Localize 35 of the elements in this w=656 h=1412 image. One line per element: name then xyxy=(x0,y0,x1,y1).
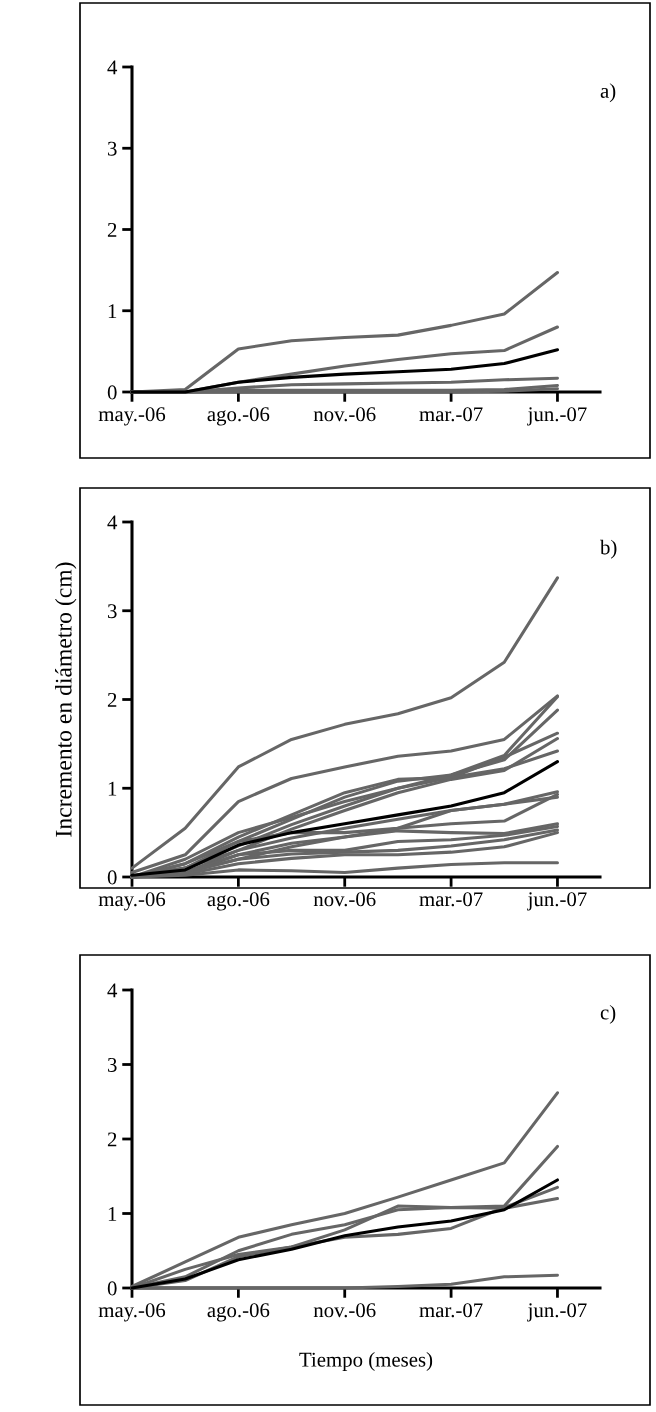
y-tick-label: 2 xyxy=(107,222,117,237)
y-tick-label: 2 xyxy=(107,692,117,707)
y-tick-label: 2 xyxy=(107,1132,117,1147)
x-tick-label: may.-06 xyxy=(98,892,166,911)
text: a) xyxy=(600,83,616,103)
y-tick-label: 4 xyxy=(107,60,118,75)
x-tick-label: mar.-07 xyxy=(419,1303,483,1318)
y-tick-label: 0 xyxy=(107,385,117,400)
y-tick-label: 3 xyxy=(108,1057,117,1072)
x-tick-label: ago.-06 xyxy=(207,892,270,911)
annotation: b) xyxy=(600,539,617,559)
y-tick-label: 0 xyxy=(107,1281,117,1296)
x-tick-label: mar.-07 xyxy=(419,407,483,422)
y-tick-label: 1 xyxy=(108,304,117,318)
y-tick-label: 4 xyxy=(107,515,118,530)
x-tick-label: ago.-06 xyxy=(207,1303,270,1322)
y-tick-label: 4 xyxy=(107,983,118,998)
x-tick-label: jun.-07 xyxy=(527,1303,587,1322)
y-tick-label: 3 xyxy=(108,141,117,156)
y-tick-label: 3 xyxy=(108,604,117,619)
y-tick-label: 1 xyxy=(108,1206,117,1221)
x-tick-label: jun.-07 xyxy=(527,892,587,911)
x-axis-title: Tiempo (meses) xyxy=(299,1352,433,1371)
x-tick-label: ago.-06 xyxy=(207,407,270,426)
x-tick-label: mar.-07 xyxy=(419,892,483,907)
x-tick-label: may.-06 xyxy=(98,1303,166,1322)
y-tick-label: 1 xyxy=(108,781,117,796)
y-tick-label: 0 xyxy=(107,870,117,885)
x-tick-label: nov.-06 xyxy=(313,892,376,907)
x-tick-label: nov.-06 xyxy=(313,407,376,422)
x-tick-label: jun.-07 xyxy=(527,407,587,426)
y-axis-title: Incremento en diámetro (cm) xyxy=(55,562,77,837)
x-tick-label: may.-06 xyxy=(98,407,166,426)
text: c) xyxy=(600,1004,616,1024)
x-tick-label: nov.-06 xyxy=(313,1303,376,1318)
